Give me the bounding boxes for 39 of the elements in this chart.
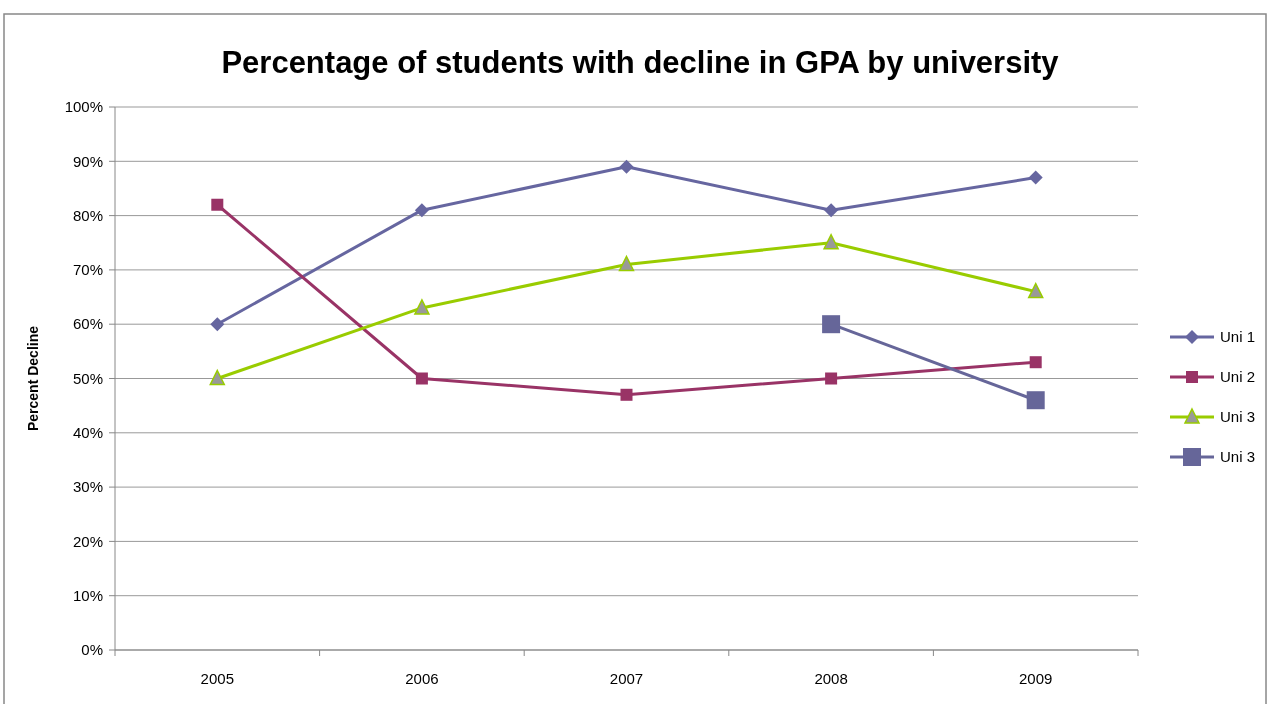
point (210, 317, 225, 332)
x-tick-label: 2007 (609, 670, 644, 687)
legend-label: Uni 1 (1220, 328, 1256, 346)
y-tick-label: 100% (64, 98, 103, 116)
legend-label: Uni 2 (1220, 368, 1256, 386)
chart-title: Percentage of students with decline in GPA by university (221, 45, 1060, 80)
point (414, 203, 429, 218)
point (1026, 391, 1045, 410)
point (822, 315, 841, 334)
point (1028, 170, 1043, 185)
x-tick-label: 2006 (405, 670, 439, 687)
y-tick-label: 60% (72, 315, 103, 333)
point (209, 369, 226, 386)
y-tick-label: 70% (72, 261, 103, 279)
y-tick-label: 40% (72, 424, 103, 442)
point (824, 203, 839, 218)
point (415, 372, 428, 385)
y-tick-label: 10% (72, 586, 103, 604)
point (619, 159, 634, 174)
legend-label: Uni 3 (1220, 408, 1256, 426)
x-tick-label: 2008 (814, 670, 848, 687)
y-tick-label: 80% (72, 206, 103, 224)
point (823, 234, 839, 250)
point (1027, 282, 1044, 299)
y-tick-label: 90% (72, 152, 103, 170)
point (414, 299, 430, 315)
legend-label: Uni 3 (1220, 448, 1256, 466)
point (825, 372, 838, 385)
y-tick-label: 0% (81, 641, 103, 659)
x-tick-label: 2009 (1019, 670, 1053, 687)
point (620, 388, 633, 401)
x-tick-label: 2005 (200, 670, 234, 687)
y-tick-label: 20% (72, 532, 103, 550)
point (1029, 356, 1042, 369)
point (618, 255, 635, 272)
y-tick-label: 50% (72, 369, 103, 387)
y-axis-title: Percent Decline (25, 325, 41, 432)
y-tick-label: 30% (72, 478, 103, 496)
point (211, 198, 224, 211)
